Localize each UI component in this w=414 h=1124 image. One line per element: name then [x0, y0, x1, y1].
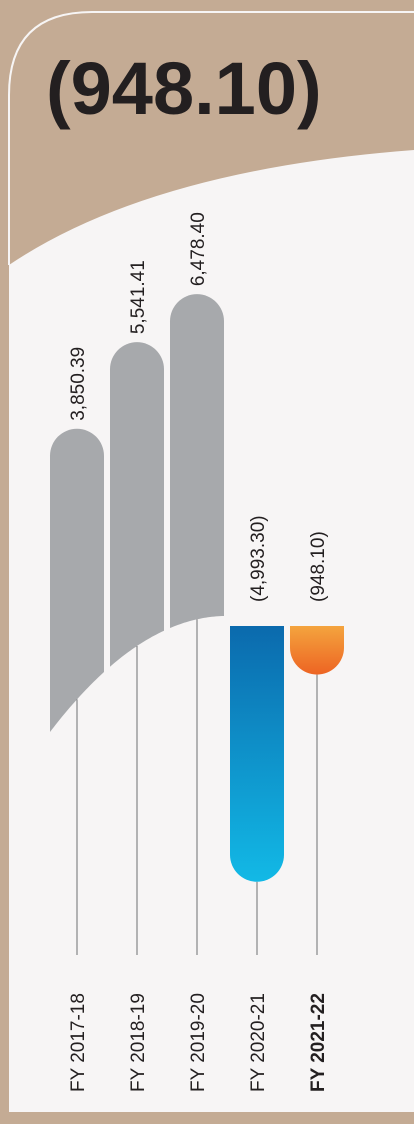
curve-cut — [44, 615, 228, 820]
chart-title: (948.10) — [46, 47, 322, 130]
bar — [230, 626, 284, 882]
bar — [290, 626, 344, 675]
value-label: (948.10) — [308, 531, 329, 602]
x-tick-label: FY 2021-22 — [308, 993, 329, 1092]
panel-outline — [8, 11, 414, 265]
x-tick-label: FY 2018-19 — [128, 993, 149, 1092]
x-tick-label: FY 2019-20 — [188, 993, 209, 1092]
value-label: (4,993.30) — [248, 515, 269, 602]
x-tick-label: FY 2017-18 — [68, 993, 89, 1092]
value-label: 6,478.40 — [188, 212, 209, 286]
value-label: 3,850.39 — [68, 347, 89, 421]
x-tick-label: FY 2020-21 — [248, 993, 269, 1092]
value-label: 5,541.41 — [128, 260, 149, 334]
